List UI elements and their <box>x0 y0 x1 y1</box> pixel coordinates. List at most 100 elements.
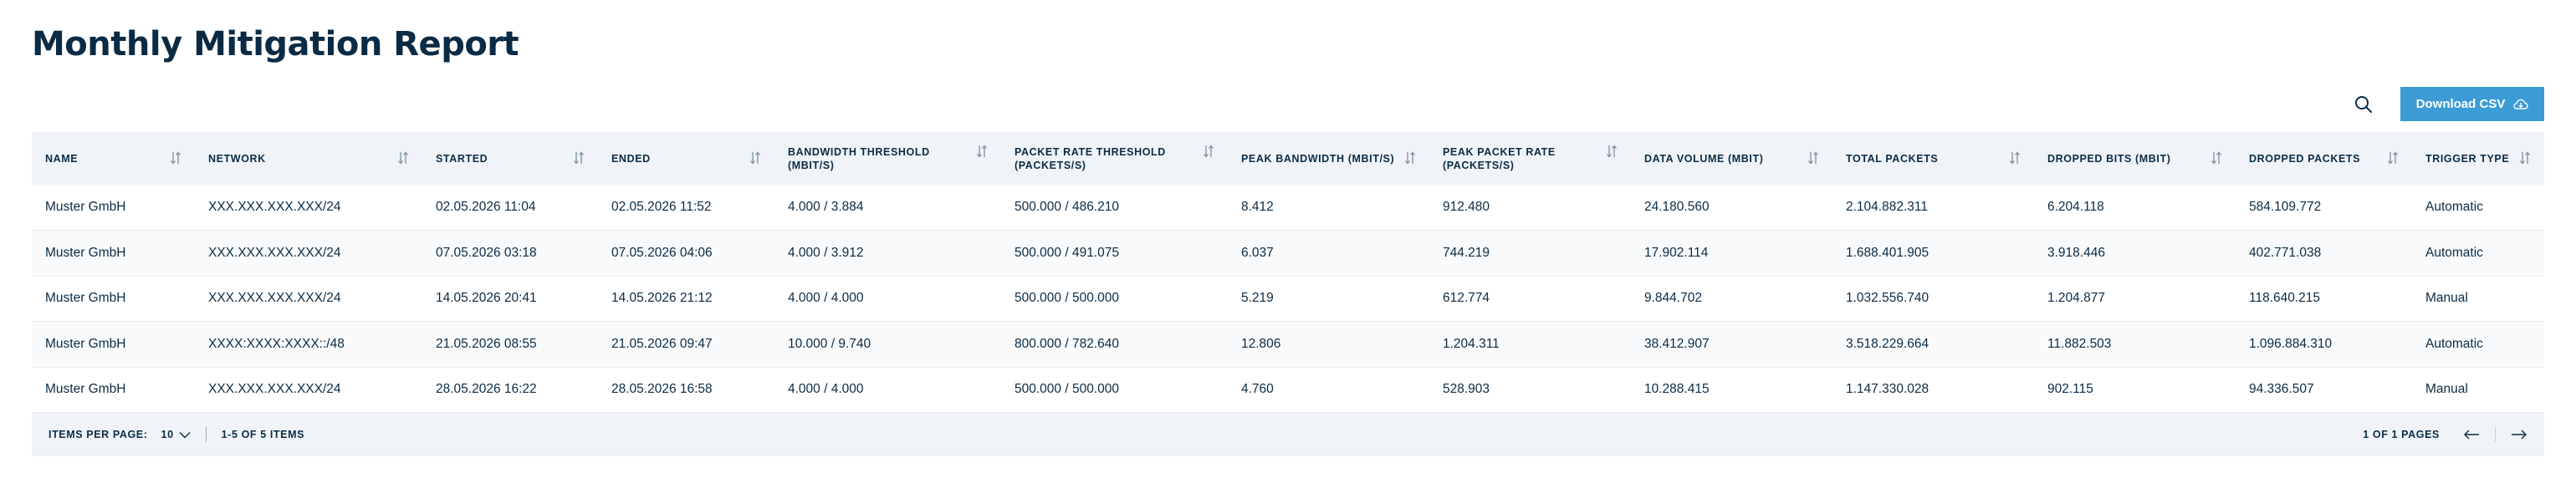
column-header-label: Started <box>436 152 488 165</box>
mitigation-table-container: Name Network Started Ended Bandwidth Thresho… <box>32 132 2544 413</box>
column-header-data-volume[interactable]: Data Volume (Mbit) <box>1631 132 1832 185</box>
sort-icon[interactable] <box>2211 150 2222 165</box>
cell-dropped-packets: 1.096.884.310 <box>2249 336 2333 351</box>
cell-total-packets: 2.104.882.311 <box>1846 200 1928 214</box>
column-header-ended[interactable]: Ended <box>598 132 774 185</box>
column-header-trigger-type[interactable]: Trigger Type <box>2412 132 2544 185</box>
table-header: Name Network Started Ended Bandwidth Thresho… <box>32 132 2544 185</box>
cell-network: XXX.XXX.XXX.XXX/24 <box>208 291 341 306</box>
column-header-label: Bandwidth Threshold (Mbit/s) <box>788 145 930 171</box>
cloud-download-icon <box>2513 99 2529 109</box>
column-header-label: Dropped Bits (Mbit) <box>2047 152 2171 165</box>
column-header-label: Peak Packet Rate (Packets/s) <box>1443 145 1556 171</box>
sort-icon[interactable] <box>1807 150 1819 165</box>
cell-trigger-type: Automatic <box>2425 200 2483 214</box>
cell-peak-bw: 8.412 <box>1241 200 1274 214</box>
sort-icon[interactable] <box>976 144 988 159</box>
table-row[interactable]: Muster GmbH XXX.XXX.XXX.XXX/24 07.05.2026 … <box>32 230 2544 276</box>
sort-icon[interactable] <box>1404 150 1416 165</box>
sort-icon[interactable] <box>2387 150 2399 165</box>
cell-started: 28.05.2026 16:22 <box>436 382 537 397</box>
sort-icon[interactable] <box>1606 144 1618 159</box>
items-per-page-value: 10 <box>161 429 174 440</box>
page-title: Monthly Mitigation Report <box>32 25 519 64</box>
sort-icon[interactable] <box>573 150 585 165</box>
sort-icon[interactable] <box>1203 144 1214 159</box>
sort-icon[interactable] <box>170 150 181 165</box>
sort-icon[interactable] <box>749 150 761 165</box>
cell-peak-pr: 1.204.311 <box>1443 336 1500 351</box>
search-icon <box>2355 95 2372 113</box>
cell-trigger-type: Automatic <box>2425 336 2483 351</box>
cell-peak-pr: 528.903 <box>1443 382 1490 397</box>
table-row[interactable]: Muster GmbH XXX.XXX.XXX.XXX/24 28.05.2026 … <box>32 367 2544 413</box>
cell-data-volume: 9.844.702 <box>1644 291 1702 306</box>
table-row[interactable]: Muster GmbH XXXX:XXXX:XXXX::/48 21.05.2026… <box>32 321 2544 367</box>
column-header-label: Name <box>45 152 79 165</box>
sort-icon[interactable] <box>397 150 409 165</box>
cell-data-volume: 10.288.415 <box>1644 382 1710 397</box>
column-header-total-packets[interactable]: Total Packets <box>1832 132 2034 185</box>
column-header-name[interactable]: Name <box>32 132 195 185</box>
sort-icon[interactable] <box>2009 150 2021 165</box>
column-header-label: Ended <box>611 152 651 165</box>
cell-dropped-bits: 3.918.446 <box>2047 245 2105 260</box>
column-header-label: Packet Rate Threshold (Packets/s) <box>1015 145 1166 171</box>
column-header-started[interactable]: Started <box>422 132 598 185</box>
arrow-left-icon <box>2464 430 2479 440</box>
cell-total-packets: 3.518.229.664 <box>1846 336 1929 351</box>
column-header-network[interactable]: Network <box>195 132 422 185</box>
cell-peak-bw: 6.037 <box>1241 245 1274 260</box>
cell-dropped-bits: 6.204.118 <box>2047 200 2104 214</box>
cell-total-packets: 1.147.330.028 <box>1846 382 1929 397</box>
items-per-page-select[interactable]: 10 <box>161 429 191 440</box>
table-row[interactable]: Muster GmbH XXX.XXX.XXX.XXX/24 02.05.2026 … <box>32 185 2544 231</box>
cell-peak-pr: 744.219 <box>1443 245 1490 260</box>
cell-pr-threshold: 500.000 / 486.210 <box>1015 200 1119 214</box>
divider <box>2495 427 2496 442</box>
search-button[interactable] <box>2347 88 2380 121</box>
column-header-peak-pr[interactable]: Peak Packet Rate (Packets/s) <box>1429 132 1631 185</box>
download-csv-button[interactable]: Download CSV <box>2400 87 2544 121</box>
column-header-label: Dropped Packets <box>2249 152 2361 165</box>
column-header-dropped-bits[interactable]: Dropped Bits (Mbit) <box>2034 132 2236 185</box>
cell-data-volume: 17.902.114 <box>1644 245 1709 260</box>
next-page-button[interactable] <box>2511 430 2527 440</box>
cell-dropped-bits: 11.882.503 <box>2047 336 2112 351</box>
cell-pr-threshold: 800.000 / 782.640 <box>1015 336 1119 351</box>
cell-network: XXXX:XXXX:XXXX::/48 <box>208 336 345 351</box>
cell-started: 21.05.2026 08:55 <box>436 336 537 351</box>
cell-dropped-packets: 118.640.215 <box>2249 291 2321 306</box>
page-count-text: 1 of 1 pages <box>2363 429 2440 440</box>
chevron-down-icon <box>179 431 191 438</box>
cell-dropped-packets: 94.336.507 <box>2249 382 2314 397</box>
header-row: Name Network Started Ended Bandwidth Thresho… <box>32 132 2544 185</box>
cell-ended: 21.05.2026 09:47 <box>611 336 713 351</box>
cell-pr-threshold: 500.000 / 491.075 <box>1015 245 1119 260</box>
previous-page-button[interactable] <box>2463 430 2480 440</box>
column-header-label: Peak Bandwidth (Mbit/s) <box>1241 152 1395 165</box>
column-header-peak-bw[interactable]: Peak Bandwidth (Mbit/s) <box>1228 132 1429 185</box>
cell-trigger-type: Automatic <box>2425 245 2483 260</box>
cell-total-packets: 1.688.401.905 <box>1846 245 1929 260</box>
table-body: Muster GmbH XXX.XXX.XXX.XXX/24 02.05.2026 … <box>32 185 2544 413</box>
sort-icon[interactable] <box>2519 150 2531 165</box>
cell-peak-pr: 612.774 <box>1443 291 1490 306</box>
cell-name: Muster GmbH <box>45 245 126 260</box>
cell-pr-threshold: 500.000 / 500.000 <box>1015 382 1119 397</box>
cell-peak-bw: 5.219 <box>1241 291 1274 306</box>
cell-bw-threshold: 4.000 / 4.000 <box>788 291 864 306</box>
column-header-dropped-packets[interactable]: Dropped Packets <box>2236 132 2412 185</box>
pagination-bar: Items per page: 10 1-5 of 5 items 1 of 1… <box>32 413 2544 456</box>
cell-bw-threshold: 10.000 / 9.740 <box>788 336 871 351</box>
cell-network: XXX.XXX.XXX.XXX/24 <box>208 245 341 260</box>
cell-started: 14.05.2026 20:41 <box>436 291 537 306</box>
table-row[interactable]: Muster GmbH XXX.XXX.XXX.XXX/24 14.05.2026 … <box>32 276 2544 322</box>
items-per-page-label: Items per page: <box>49 429 148 440</box>
cell-peak-bw: 12.806 <box>1241 336 1281 351</box>
column-header-pr-threshold[interactable]: Packet Rate Threshold (Packets/s) <box>1001 132 1228 185</box>
cell-trigger-type: Manual <box>2425 382 2468 397</box>
column-header-bw-threshold[interactable]: Bandwidth Threshold (Mbit/s) <box>774 132 1001 185</box>
cell-name: Muster GmbH <box>45 200 126 214</box>
